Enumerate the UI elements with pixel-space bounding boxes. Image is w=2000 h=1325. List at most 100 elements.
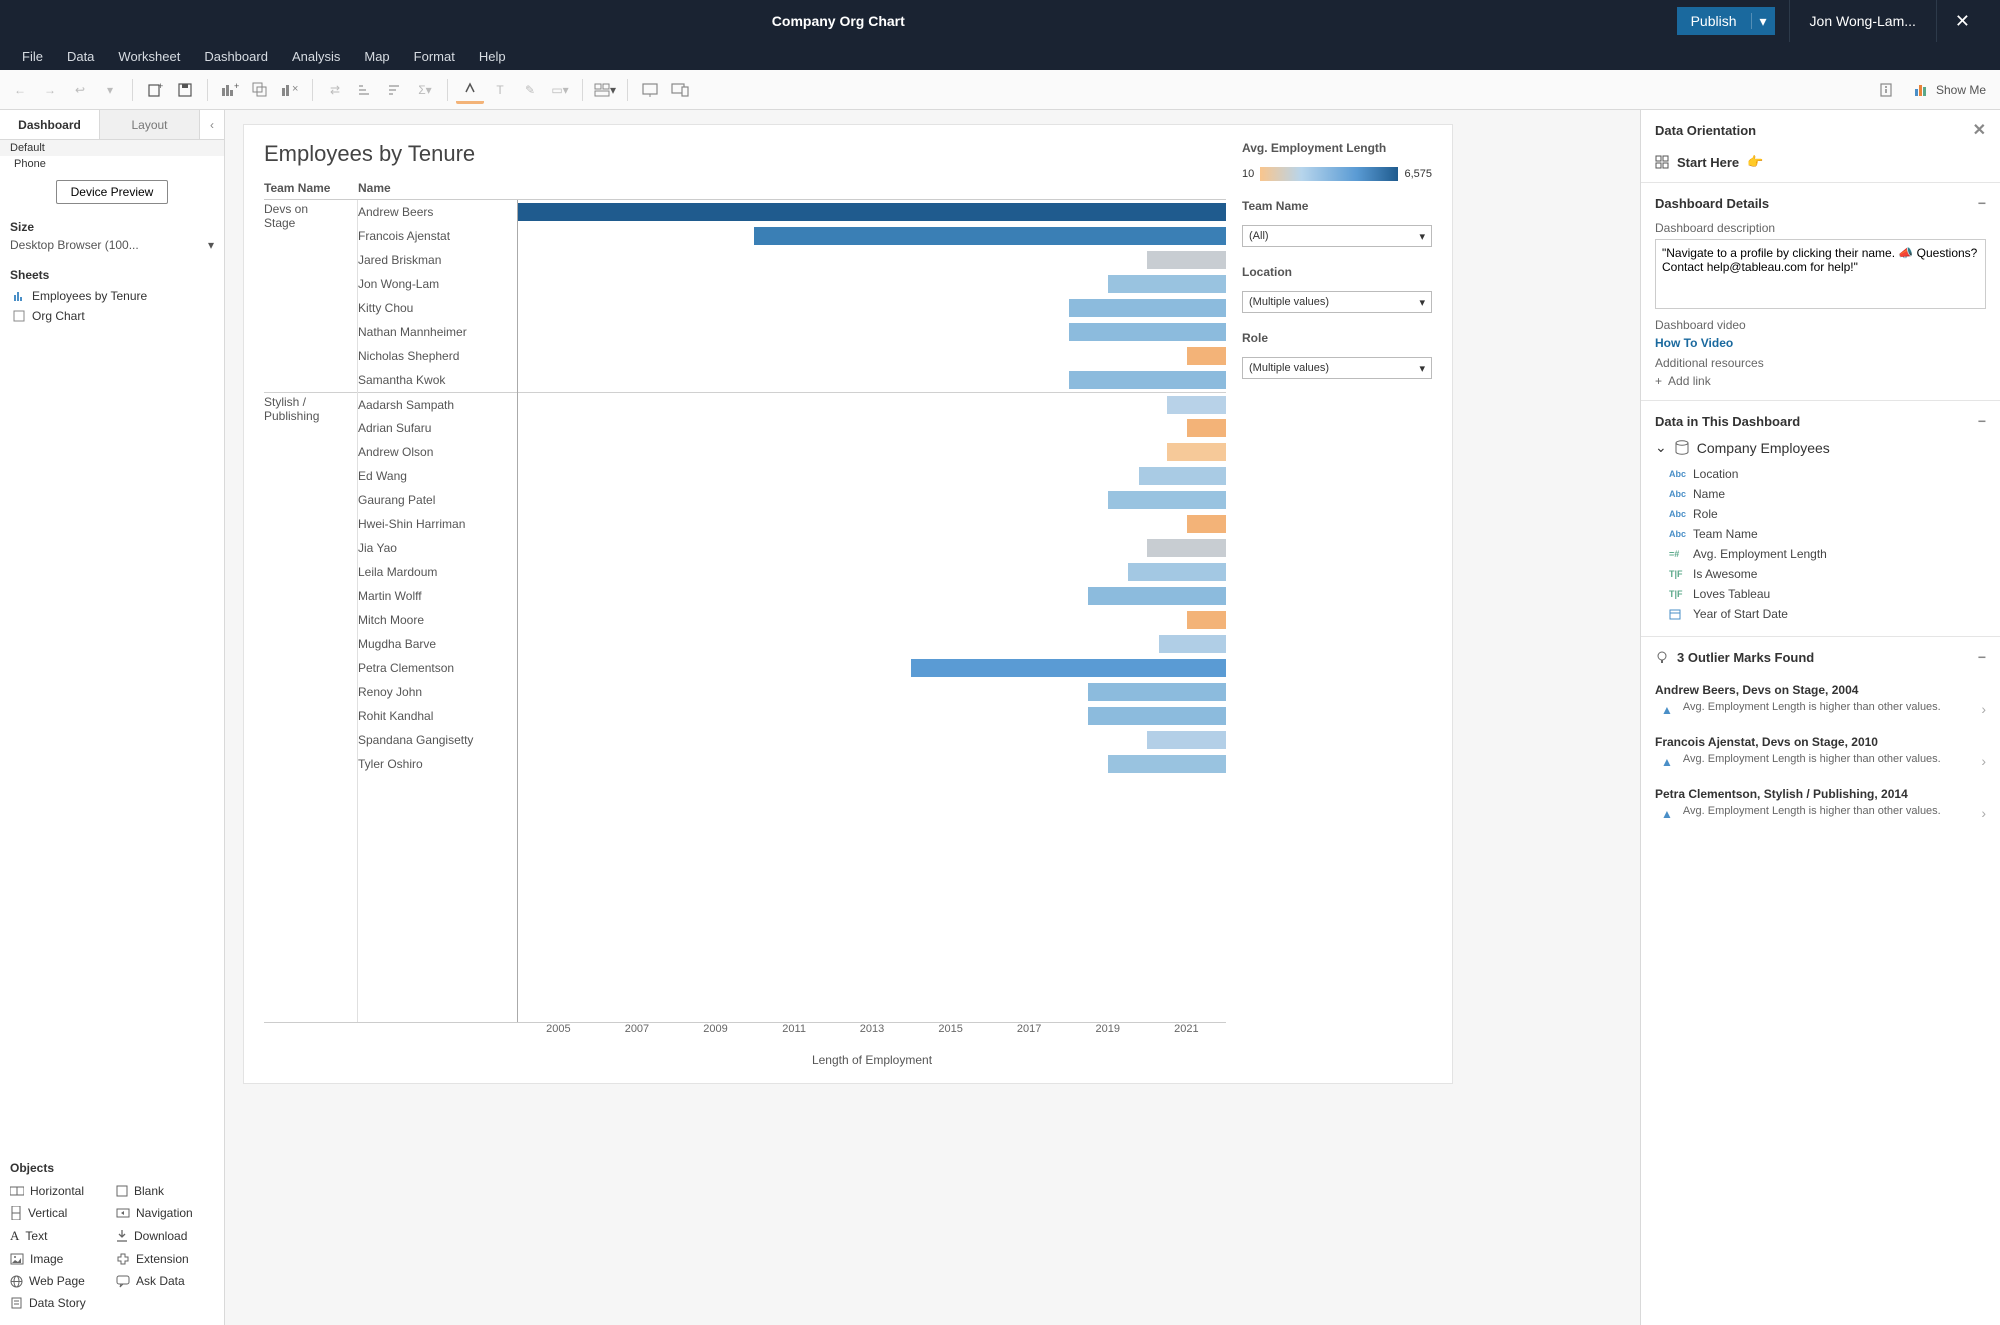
- user-menu[interactable]: Jon Wong-Lam...: [1789, 0, 1936, 42]
- name-label[interactable]: Renoy John: [358, 680, 517, 704]
- publish-button[interactable]: Publish ▾: [1677, 7, 1775, 35]
- sheet-org-chart[interactable]: Org Chart: [8, 306, 216, 326]
- outliers-header[interactable]: 3 Outlier Marks Found −: [1655, 649, 1986, 665]
- field-name[interactable]: AbcName: [1655, 484, 1986, 504]
- name-label[interactable]: Martin Wolff: [358, 584, 517, 608]
- field-team-name[interactable]: AbcTeam Name: [1655, 524, 1986, 544]
- object-navigation[interactable]: Navigation: [116, 1203, 214, 1223]
- name-label[interactable]: Tyler Oshiro: [358, 752, 517, 776]
- show-me-button[interactable]: Show Me: [1906, 83, 1994, 97]
- bar-mark[interactable]: [1069, 371, 1226, 389]
- bar-mark[interactable]: [1069, 299, 1226, 317]
- close-right-panel-icon[interactable]: ✕: [1973, 120, 1986, 140]
- how-to-video-link[interactable]: How To Video: [1655, 336, 1986, 350]
- bar-mark[interactable]: [1108, 275, 1226, 293]
- bar-mark[interactable]: [1187, 515, 1226, 533]
- revert-icon[interactable]: ↩: [66, 76, 94, 104]
- bar-mark[interactable]: [1187, 419, 1226, 437]
- menu-format[interactable]: Format: [402, 45, 467, 68]
- dashboard-details-header[interactable]: Dashboard Details−: [1655, 195, 1986, 211]
- clear-icon[interactable]: ×: [276, 76, 304, 104]
- bar-mark[interactable]: [518, 203, 1226, 221]
- sheet-employees-by-tenure[interactable]: Employees by Tenure: [8, 286, 216, 306]
- outlier-item[interactable]: Petra Clementson, Stylish / Publishing, …: [1655, 779, 1986, 831]
- annotate-icon[interactable]: ✎: [516, 76, 544, 104]
- menu-help[interactable]: Help: [467, 45, 518, 68]
- tab-dashboard[interactable]: Dashboard: [0, 110, 100, 139]
- bar-mark[interactable]: [1128, 563, 1226, 581]
- bar-mark[interactable]: [754, 227, 1226, 245]
- bar-mark[interactable]: [1088, 683, 1226, 701]
- name-label[interactable]: Kitty Chou: [358, 296, 517, 320]
- field-is-awesome[interactable]: T|FIs Awesome: [1655, 564, 1986, 584]
- bar-mark[interactable]: [1088, 707, 1226, 725]
- name-label[interactable]: Rohit Kandhal: [358, 704, 517, 728]
- outlier-item[interactable]: Andrew Beers, Devs on Stage, 2004▲Avg. E…: [1655, 675, 1986, 727]
- name-label[interactable]: Nicholas Shepherd: [358, 344, 517, 368]
- name-label[interactable]: Mitch Moore: [358, 608, 517, 632]
- name-label[interactable]: Mugdha Barve: [358, 632, 517, 656]
- object-blank[interactable]: Blank: [116, 1181, 214, 1201]
- object-text[interactable]: AText: [10, 1225, 108, 1247]
- description-textarea[interactable]: [1655, 239, 1986, 309]
- name-label[interactable]: Leila Mardoum: [358, 560, 517, 584]
- object-image[interactable]: Image: [10, 1249, 108, 1269]
- tab-layout[interactable]: Layout: [100, 110, 200, 139]
- device-default[interactable]: Default: [0, 140, 224, 156]
- outlier-item[interactable]: Francois Ajenstat, Devs on Stage, 2010▲A…: [1655, 727, 1986, 779]
- device-preview-button[interactable]: Device Preview: [56, 180, 169, 204]
- collapse-left-icon[interactable]: ‹: [200, 110, 224, 139]
- bar-mark[interactable]: [1108, 755, 1226, 773]
- bar-mark[interactable]: [911, 659, 1226, 677]
- highlight-icon[interactable]: [456, 76, 484, 104]
- bar-mark[interactable]: [1187, 347, 1226, 365]
- object-extension[interactable]: Extension: [116, 1249, 214, 1269]
- redo-icon[interactable]: →: [36, 76, 64, 104]
- dropdown-icon[interactable]: ▾: [96, 76, 124, 104]
- device-phone[interactable]: Phone: [0, 156, 224, 172]
- swap-icon[interactable]: ⇄: [321, 76, 349, 104]
- fit-icon[interactable]: ▭▾: [546, 76, 574, 104]
- totals-icon[interactable]: Σ▾: [411, 76, 439, 104]
- name-label[interactable]: Francois Ajenstat: [358, 224, 517, 248]
- object-vertical[interactable]: Vertical: [10, 1203, 108, 1223]
- dashboard-action-icon[interactable]: ▾: [591, 76, 619, 104]
- sort-desc-icon[interactable]: [381, 76, 409, 104]
- name-label[interactable]: Jon Wong-Lam: [358, 272, 517, 296]
- bar-mark[interactable]: [1088, 587, 1226, 605]
- bar-mark[interactable]: [1167, 396, 1226, 414]
- field-avg-employment-length[interactable]: =#Avg. Employment Length: [1655, 544, 1986, 564]
- canvas[interactable]: Employees by Tenure Team Name Name Devs …: [225, 110, 1640, 1325]
- object-horizontal[interactable]: Horizontal: [10, 1181, 108, 1201]
- new-worksheet-icon[interactable]: +: [216, 76, 244, 104]
- publish-dropdown-icon[interactable]: ▾: [1752, 13, 1775, 30]
- name-label[interactable]: Hwei-Shin Harriman: [358, 512, 517, 536]
- filter-role-select[interactable]: (Multiple values)▾: [1242, 357, 1432, 379]
- undo-icon[interactable]: ←: [6, 76, 34, 104]
- bar-mark[interactable]: [1139, 467, 1226, 485]
- start-here-button[interactable]: Start Here 👉: [1655, 154, 1986, 170]
- bar-mark[interactable]: [1108, 491, 1226, 509]
- data-guide-icon[interactable]: [1872, 76, 1900, 104]
- size-select[interactable]: Desktop Browser (100...▾: [10, 238, 214, 252]
- name-label[interactable]: Spandana Gangisetty: [358, 728, 517, 752]
- bar-mark[interactable]: [1167, 443, 1226, 461]
- field-year-of-start-date[interactable]: Year of Start Date: [1655, 604, 1986, 624]
- bar-mark[interactable]: [1069, 323, 1226, 341]
- menu-dashboard[interactable]: Dashboard: [192, 45, 280, 68]
- field-location[interactable]: AbcLocation: [1655, 464, 1986, 484]
- bar-mark[interactable]: [1147, 539, 1226, 557]
- close-icon[interactable]: ✕: [1936, 0, 1988, 42]
- name-label[interactable]: Adrian Sufaru: [358, 416, 517, 440]
- filter-team-select[interactable]: (All)▾: [1242, 225, 1432, 247]
- name-label[interactable]: Nathan Mannheimer: [358, 320, 517, 344]
- duplicate-icon[interactable]: [246, 76, 274, 104]
- name-label[interactable]: Petra Clementson: [358, 656, 517, 680]
- bar-mark[interactable]: [1187, 611, 1226, 629]
- new-datasource-icon[interactable]: +: [141, 76, 169, 104]
- name-label[interactable]: Andrew Olson: [358, 440, 517, 464]
- menu-analysis[interactable]: Analysis: [280, 45, 352, 68]
- name-label[interactable]: Jared Briskman: [358, 248, 517, 272]
- text-icon[interactable]: T: [486, 76, 514, 104]
- menu-worksheet[interactable]: Worksheet: [106, 45, 192, 68]
